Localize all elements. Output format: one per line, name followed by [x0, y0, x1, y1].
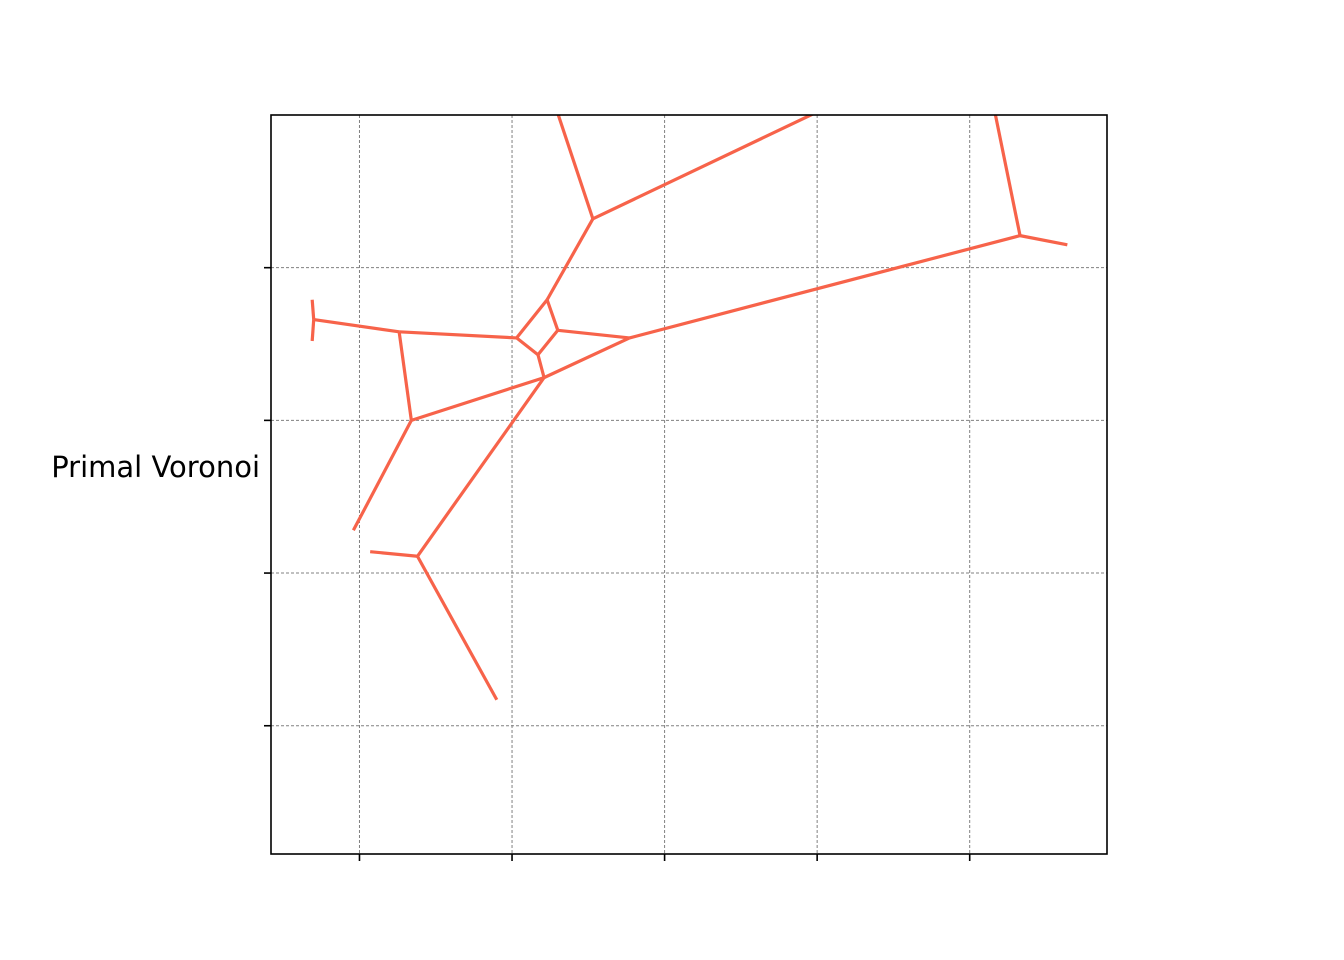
voronoi-edge	[556, 115, 595, 220]
voronoi-edge	[410, 376, 545, 422]
voronoi-edge	[629, 234, 1021, 340]
voronoi-edge	[536, 329, 560, 356]
voronoi-edge	[545, 299, 560, 331]
voronoi-edge	[397, 331, 413, 421]
voronoi-edge	[351, 419, 413, 532]
voronoi-edge	[592, 115, 815, 221]
voronoi-edge	[370, 550, 418, 558]
axis-ticks	[264, 266, 971, 861]
voronoi-edge	[416, 555, 499, 701]
grid-lines	[271, 115, 1107, 854]
voronoi-edge	[543, 336, 631, 380]
voronoi-edge	[1019, 234, 1068, 247]
y-axis-label: Primal Voronoi	[51, 450, 260, 484]
voronoi-edge	[545, 218, 595, 301]
voronoi-edge	[515, 298, 549, 339]
voronoi-edge	[993, 115, 1022, 236]
voronoi-edge	[557, 328, 630, 340]
voronoi-edge	[515, 336, 539, 356]
voronoi-edge	[536, 354, 546, 379]
axes-frame	[270, 114, 1108, 855]
voronoi-edge	[310, 319, 316, 342]
voronoi-edge	[399, 330, 517, 340]
voronoi-edges	[310, 115, 1068, 701]
voronoi-edge	[416, 376, 546, 558]
voronoi-edge	[313, 318, 400, 334]
voronoi-edge	[310, 299, 316, 320]
